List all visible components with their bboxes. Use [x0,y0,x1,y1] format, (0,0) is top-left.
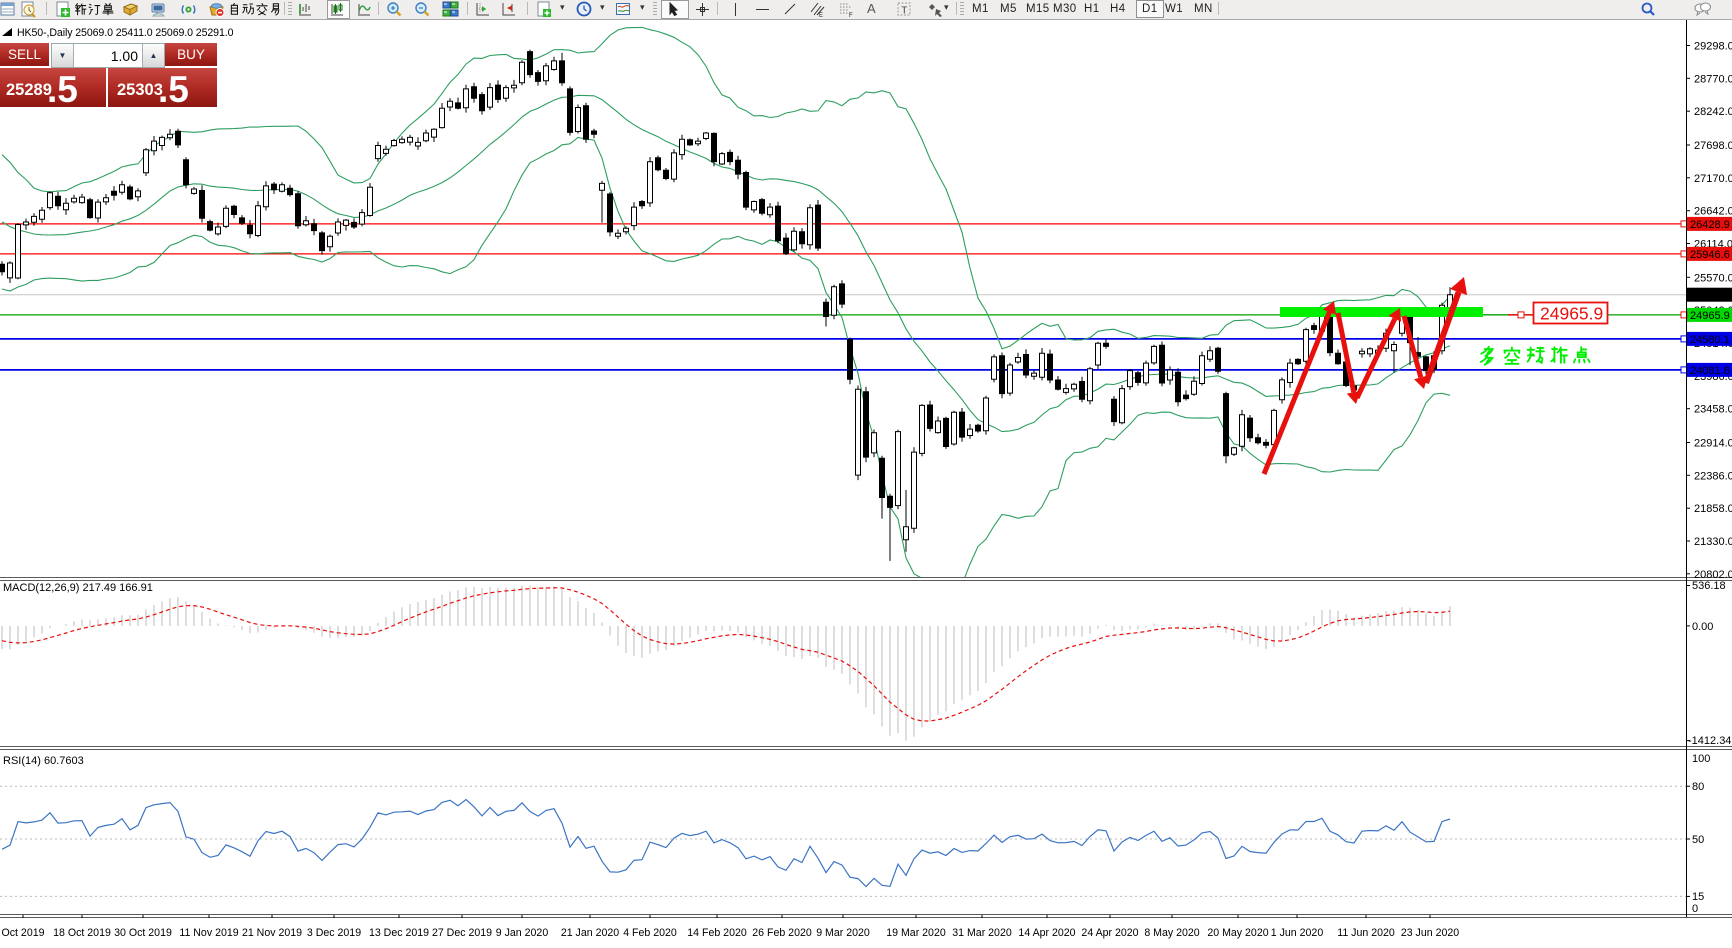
svg-text:27698.0: 27698.0 [1694,140,1732,152]
svg-text:F: F [849,13,853,18]
svg-text:4 Feb 2020: 4 Feb 2020 [623,927,677,939]
svg-text:RSI(14) 60.7603: RSI(14) 60.7603 [3,755,84,767]
svg-text:0.00: 0.00 [1692,621,1713,633]
svg-text:24580.1: 24580.1 [1690,334,1730,346]
svg-text:15: 15 [1692,891,1704,903]
svg-text:25946.6: 25946.6 [1690,249,1730,261]
svg-text:23458.0: 23458.0 [1694,404,1732,416]
svg-text:25291.0: 25291.0 [1690,290,1730,302]
svg-text:29298.0: 29298.0 [1694,41,1732,53]
svg-text:26428.9: 26428.9 [1690,219,1730,231]
svg-text:21 Nov 2019: 21 Nov 2019 [242,927,302,939]
svg-text:27 Dec 2019: 27 Dec 2019 [432,927,492,939]
svg-text:22386.0: 22386.0 [1694,470,1732,482]
svg-text:20 May 2020: 20 May 2020 [1207,927,1268,939]
svg-text:18 Oct 2019: 18 Oct 2019 [53,927,111,939]
svg-text:MACD(12,26,9) 217.49 166.91: MACD(12,26,9) 217.49 166.91 [3,582,153,594]
svg-text:26 Feb 2020: 26 Feb 2020 [752,927,812,939]
svg-text:22914.0: 22914.0 [1694,438,1732,450]
svg-text:80: 80 [1692,781,1704,793]
svg-text:25570.0: 25570.0 [1694,272,1732,284]
svg-text:30 Oct 2019: 30 Oct 2019 [114,927,172,939]
svg-text:26642.0: 26642.0 [1694,206,1732,218]
svg-text:11 Jun 2020: 11 Jun 2020 [1337,927,1395,939]
svg-text:24 Apr 2020: 24 Apr 2020 [1081,927,1138,939]
svg-text:1 Jun 2020: 1 Jun 2020 [1271,927,1324,939]
svg-text:11 Nov 2019: 11 Nov 2019 [179,927,238,939]
svg-text:23 Jun 2020: 23 Jun 2020 [1401,927,1459,939]
svg-text:T: T [901,6,907,17]
svg-text:E: E [819,13,823,18]
svg-text:0: 0 [1692,903,1698,915]
svg-text:Oct 2019: Oct 2019 [2,927,45,939]
svg-text:28242.0: 28242.0 [1694,106,1732,118]
svg-text:3 Dec 2019: 3 Dec 2019 [307,927,361,939]
svg-text:19 Mar 2020: 19 Mar 2020 [886,927,946,939]
svg-text:24081.8: 24081.8 [1690,365,1730,377]
svg-text:-1412.34: -1412.34 [1688,735,1731,747]
svg-text:14 Apr 2020: 14 Apr 2020 [1018,927,1075,939]
svg-text:24965.9: 24965.9 [1540,304,1603,324]
svg-text:50: 50 [1692,834,1704,846]
svg-text:28770.0: 28770.0 [1694,73,1732,85]
svg-text:9 Jan 2020: 9 Jan 2020 [496,927,549,939]
svg-text:536.18: 536.18 [1692,580,1726,592]
svg-text:21 Jan 2020: 21 Jan 2020 [561,927,619,939]
svg-text:HK50-,Daily 25069.0 25411.0 2: HK50-,Daily 25069.0 25411.0 25069.0 2529… [17,27,234,39]
svg-text:13 Dec 2019: 13 Dec 2019 [369,927,429,939]
svg-text:100: 100 [1692,753,1710,765]
svg-text:9 Mar 2020: 9 Mar 2020 [816,927,870,939]
svg-text:24965.9: 24965.9 [1690,310,1730,322]
svg-text:20802.0: 20802.0 [1694,569,1732,581]
svg-text:21330.0: 21330.0 [1694,536,1732,548]
svg-text:21858.0: 21858.0 [1694,503,1732,515]
svg-text:27170.0: 27170.0 [1694,173,1732,185]
svg-text:31 Mar 2020: 31 Mar 2020 [952,927,1012,939]
svg-text:8 May 2020: 8 May 2020 [1144,927,1199,939]
svg-text:14 Feb 2020: 14 Feb 2020 [687,927,747,939]
